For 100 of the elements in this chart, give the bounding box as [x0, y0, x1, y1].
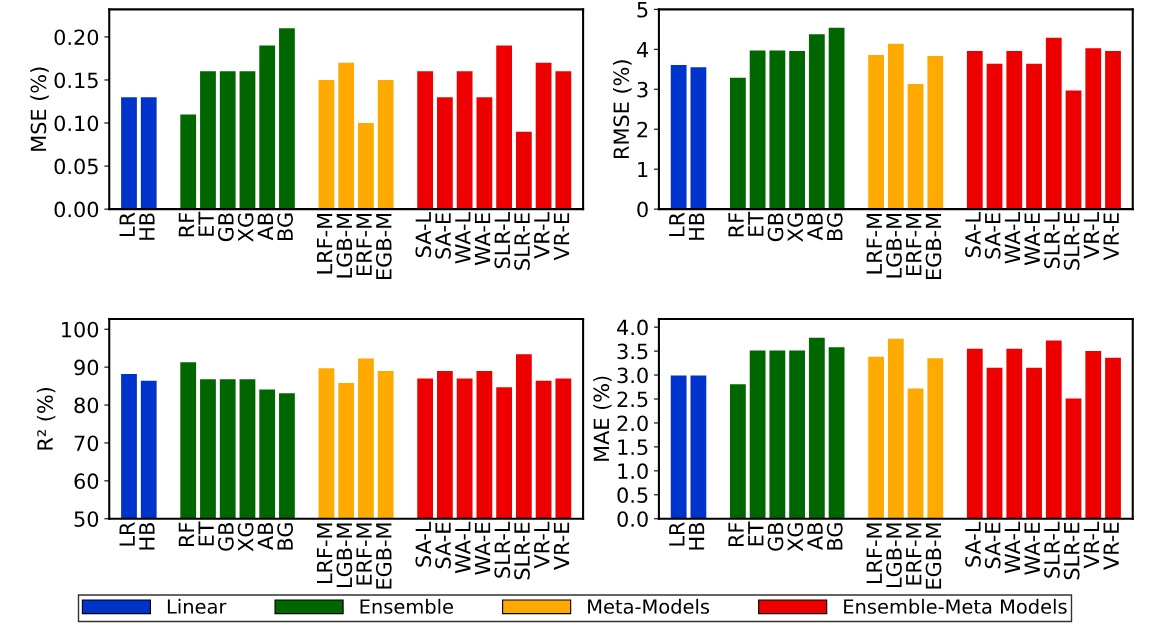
- bar: [140, 97, 157, 210]
- y-tick-label: 1: [638, 161, 648, 178]
- bar: [769, 50, 786, 210]
- x-tick-label: SA-E: [435, 213, 451, 259]
- bar: [1065, 90, 1082, 210]
- bar: [907, 84, 924, 210]
- bar: [358, 123, 374, 210]
- bar: [1045, 340, 1062, 519]
- bar: [1006, 348, 1023, 519]
- y-tick-label: 0.5: [617, 487, 648, 504]
- x-tick-label: HB: [139, 213, 155, 240]
- bar: [887, 43, 904, 210]
- x-tick-label: VR-E: [1103, 213, 1119, 261]
- x-tick-label: XG: [237, 523, 254, 552]
- x-tick-label: WA-L: [1004, 212, 1021, 264]
- bar: [1006, 50, 1023, 210]
- bar: [887, 338, 904, 519]
- x-tick-label: LRF-M: [316, 213, 333, 274]
- x-tick-label: XG: [787, 523, 804, 552]
- bar: [828, 347, 845, 519]
- bar: [476, 97, 493, 210]
- y-axis-title: MAE (%): [593, 376, 612, 461]
- x-tick-label: ET: [748, 211, 764, 236]
- bar: [1105, 50, 1121, 210]
- x-tick-label: SLR-E: [1063, 522, 1080, 580]
- x-tick-label: HB: [688, 523, 705, 550]
- y-axis-title: R² (%): [36, 387, 56, 450]
- bar: [555, 71, 572, 210]
- y-tick-label: 50: [74, 511, 99, 527]
- bar: [966, 50, 983, 210]
- y-tick-label: 4.0: [617, 319, 648, 336]
- bar: [535, 62, 552, 210]
- bar: [729, 384, 746, 519]
- x-tick-label: RF: [178, 213, 194, 237]
- x-tick-label: BG: [277, 523, 293, 550]
- bar: [259, 45, 276, 210]
- y-tick-label: 5: [637, 2, 648, 18]
- x-tick-label: WA-E: [1024, 213, 1040, 266]
- bar: [318, 79, 335, 210]
- y-tick-label: 1.0: [618, 463, 648, 480]
- bar: [1045, 37, 1062, 210]
- bar: [338, 62, 355, 210]
- bar: [927, 56, 944, 210]
- bar: [808, 34, 825, 210]
- x-tick-label: LRF-M: [866, 213, 882, 274]
- x-tick-label: SLR-E: [1063, 213, 1080, 270]
- bar: [515, 131, 532, 210]
- x-tick-label: HB: [688, 213, 705, 240]
- bar: [986, 63, 1003, 210]
- bar: [1026, 63, 1042, 210]
- x-tick-label: SA-L: [415, 212, 432, 258]
- x-tick-label: LR: [669, 212, 685, 236]
- legend-label: Ensemble: [360, 598, 453, 614]
- x-tick-label: AB: [807, 523, 823, 550]
- bar: [986, 367, 1003, 519]
- x-tick-label: GB: [767, 213, 784, 242]
- bar: [180, 114, 197, 210]
- x-tick-label: GB: [767, 523, 784, 551]
- x-tick-label: BG: [826, 213, 843, 240]
- y-tick-label: 1.5: [618, 439, 648, 456]
- bar: [749, 350, 766, 519]
- x-tick-label: LGB-M: [886, 523, 902, 588]
- x-tick-label: LGB-M: [336, 523, 353, 588]
- bar: [670, 64, 687, 210]
- y-tick-label: 0.00: [54, 201, 99, 218]
- x-tick-label: RF: [728, 522, 744, 546]
- x-tick-label: LGB-M: [336, 213, 353, 278]
- legend-label: Linear: [167, 598, 227, 614]
- x-tick-label: GB: [218, 213, 234, 242]
- x-tick-label: WA-E: [1024, 522, 1040, 575]
- x-tick-label: RF: [178, 522, 194, 546]
- y-tick-label: 0.10: [54, 115, 99, 132]
- bar: [749, 50, 766, 210]
- x-tick-label: LR: [119, 522, 135, 546]
- x-tick-label: VR-L: [1083, 521, 1100, 569]
- y-tick-label: 4: [636, 42, 649, 58]
- x-tick-label: AB: [257, 213, 273, 241]
- x-tick-label: AB: [257, 523, 273, 550]
- bar: [808, 337, 825, 519]
- x-tick-label: SA-L: [965, 212, 981, 258]
- y-tick-label: 2: [637, 121, 648, 138]
- y-tick-label: 2.0: [617, 415, 648, 432]
- bar: [239, 71, 256, 210]
- x-tick-label: ET: [748, 521, 764, 546]
- legend-label: Meta-Models: [588, 598, 710, 614]
- y-tick-label: 3: [637, 81, 648, 98]
- bar: [377, 79, 394, 210]
- bar: [828, 27, 845, 210]
- x-tick-label: EGB-M: [925, 213, 942, 279]
- bar: [1105, 357, 1121, 519]
- x-tick-label: SA-E: [984, 213, 1001, 259]
- x-tick-label: RF: [728, 213, 744, 237]
- x-tick-label: LRF-M: [316, 523, 333, 584]
- x-tick-label: SLR-L: [1044, 521, 1060, 578]
- x-tick-label: VR-E: [553, 213, 570, 261]
- x-tick-label: WA-L: [455, 521, 471, 574]
- x-tick-label: HB: [139, 523, 155, 550]
- x-tick-label: BG: [277, 213, 293, 240]
- bar: [121, 97, 137, 210]
- bar: [436, 97, 453, 210]
